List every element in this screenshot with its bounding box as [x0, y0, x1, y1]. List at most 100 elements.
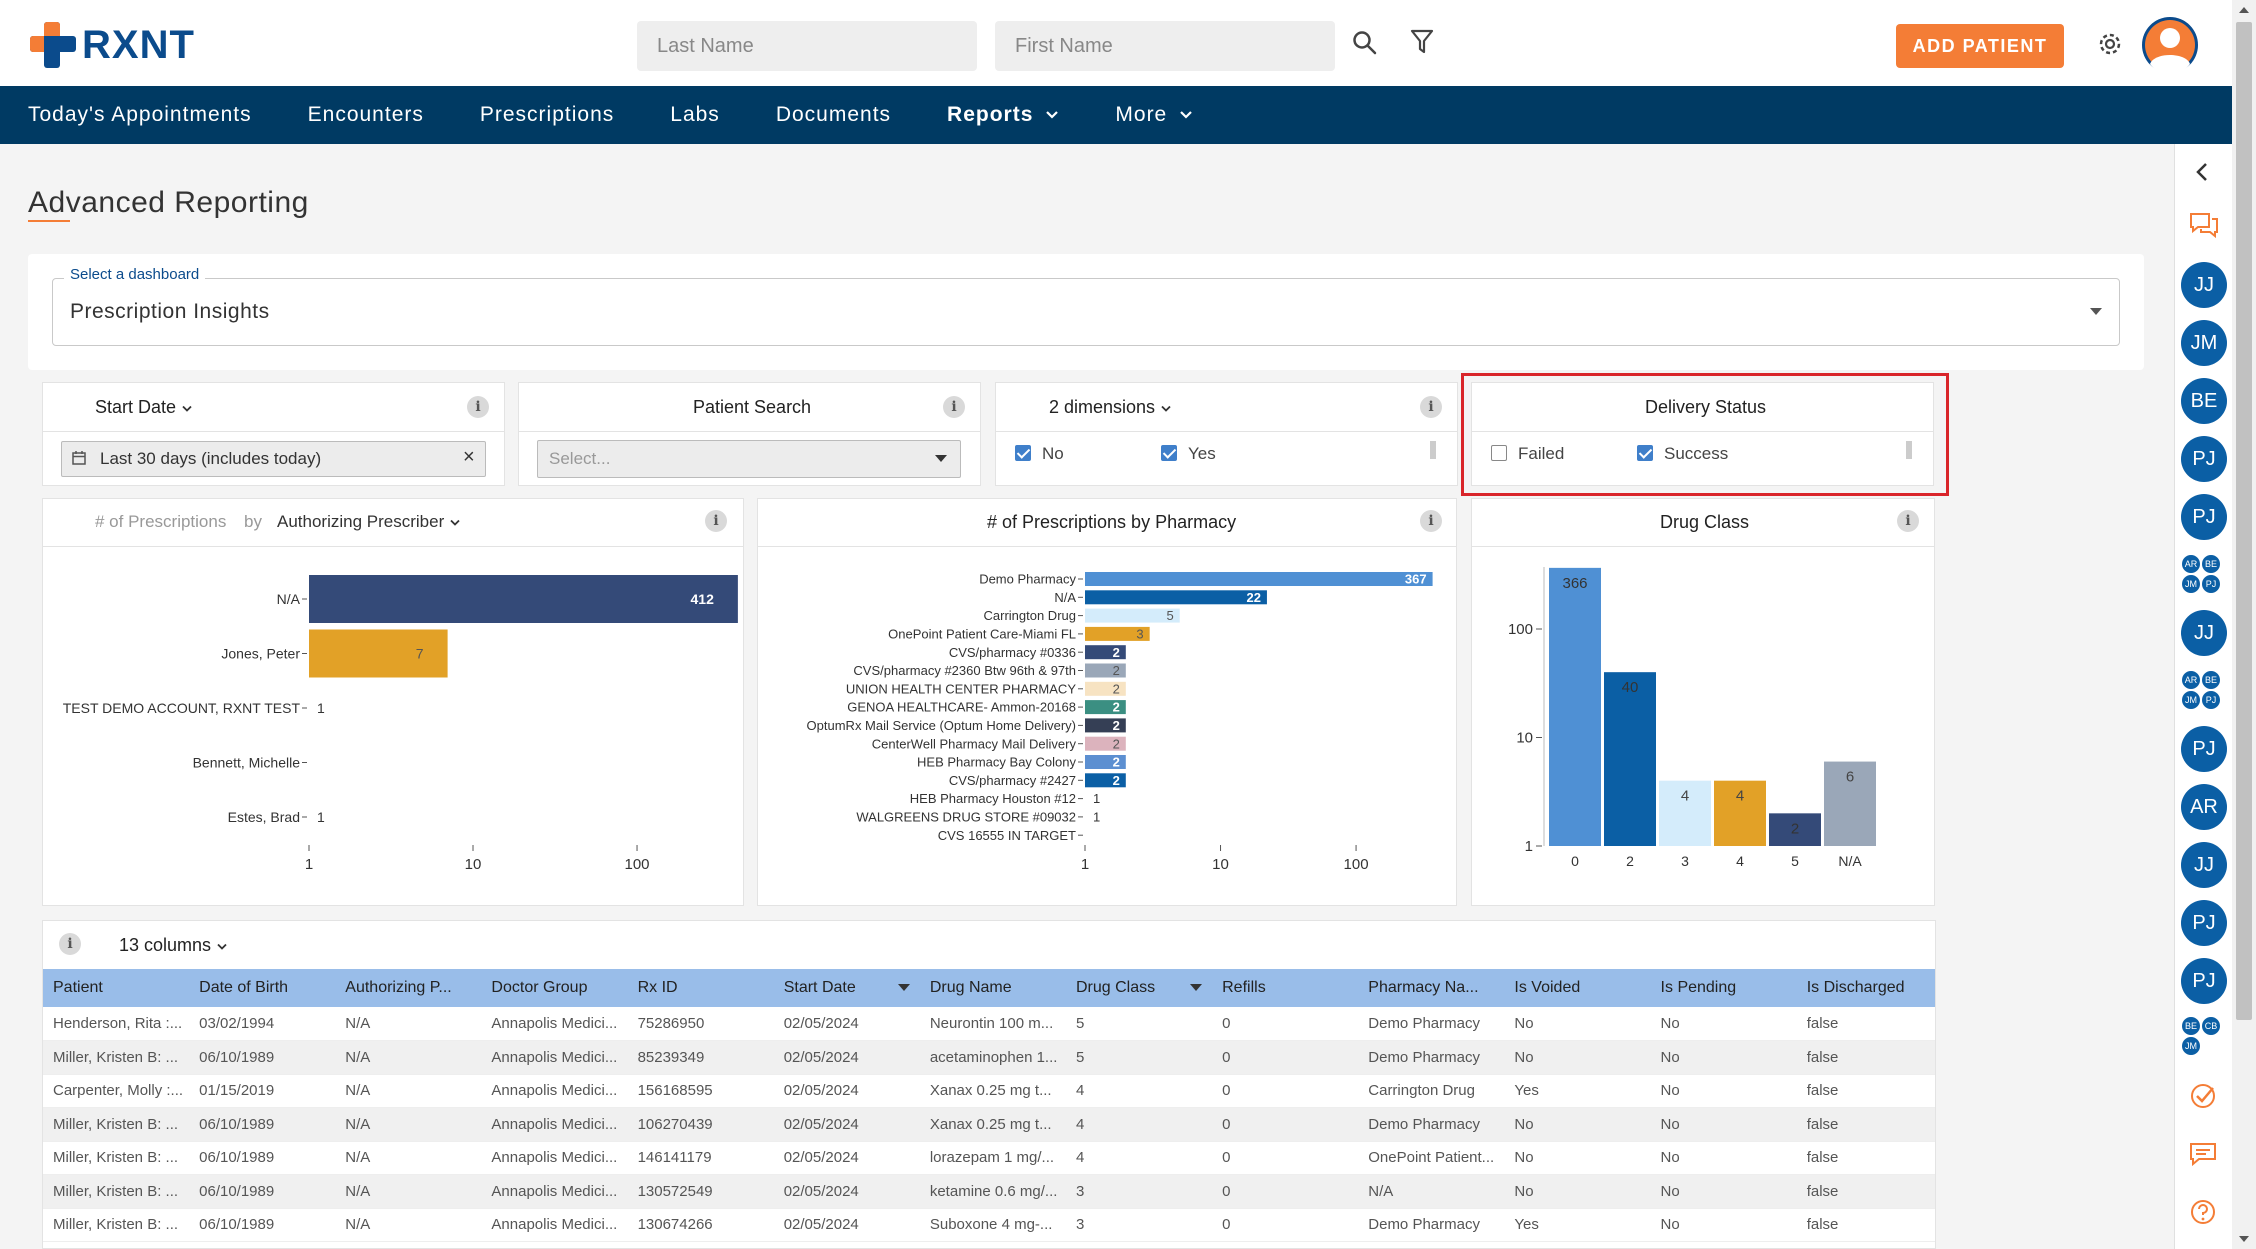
nav-more[interactable]: More: [1115, 103, 1193, 127]
checkbox-failed[interactable]: [1491, 445, 1507, 461]
help-icon[interactable]: [2189, 1198, 2217, 1226]
group-avatar[interactable]: CB: [2201, 1016, 2221, 1036]
group-avatar[interactable]: PJ: [2201, 574, 2221, 594]
patient-avatar[interactable]: JM: [2181, 320, 2227, 366]
patient-avatar[interactable]: BE: [2181, 378, 2227, 424]
dashboard-select[interactable]: [52, 278, 2120, 346]
info-icon[interactable]: i: [1420, 510, 1442, 532]
column-header[interactable]: Pharmacy Na...: [1358, 969, 1505, 1007]
group-avatar[interactable]: AR: [2181, 670, 2201, 690]
columns-dropdown[interactable]: 13 columns: [119, 935, 228, 956]
date-range-field[interactable]: [61, 441, 486, 477]
nav-prescriptions[interactable]: Prescriptions: [479, 103, 615, 126]
patient-avatar[interactable]: JJ: [2181, 610, 2227, 656]
scroll-down-icon[interactable]: [2238, 1235, 2250, 1243]
checkbox-success[interactable]: [1637, 445, 1653, 461]
patient-search-select[interactable]: [537, 440, 961, 478]
search-icon[interactable]: [1352, 30, 1378, 56]
column-header[interactable]: Rx ID: [627, 969, 774, 1007]
page-scrollbar-thumb[interactable]: [2236, 22, 2252, 1020]
column-header[interactable]: Is Voided: [1504, 969, 1651, 1007]
checkbox-yes[interactable]: [1161, 445, 1177, 461]
message-icon[interactable]: [2189, 1142, 2217, 1166]
table-row[interactable]: Miller, Kristen B: ... 06/10/1989 N/A Annap…: [43, 1107, 1935, 1142]
scroll-handle[interactable]: [1430, 441, 1436, 459]
nav-encounters[interactable]: Encounters: [307, 103, 424, 126]
info-icon[interactable]: i: [59, 933, 81, 955]
group-avatar[interactable]: AR: [2181, 554, 2201, 574]
table-row[interactable]: Miller, Kristen B: ... 06/10/1989 N/A Annap…: [43, 1208, 1935, 1242]
patient-avatar[interactable]: PJ: [2181, 436, 2227, 482]
table-row[interactable]: Miller, Kristen B: ... 06/10/1989 N/A Annap…: [43, 1141, 1935, 1175]
checkbox-no[interactable]: [1015, 445, 1031, 461]
chat-bubbles-icon[interactable]: [2189, 212, 2219, 240]
drug-class-bar-chart: 1 10 100 366 0 40 2 4 3 4 4 2 5 6 N/A: [1508, 567, 1876, 869]
sort-desc-icon[interactable]: [897, 984, 910, 992]
table-row[interactable]: Miller, Kristen B: ... 06/10/1989 N/A Annap…: [43, 1040, 1935, 1075]
patient-avatar[interactable]: PJ: [2181, 494, 2227, 540]
group-avatar[interactable]: BE: [2181, 1016, 2201, 1036]
group-avatar[interactable]: BE: [2201, 670, 2221, 690]
y-tick-label: Estes, Brad: [228, 809, 300, 825]
task-check-icon[interactable]: [2189, 1082, 2217, 1110]
column-header[interactable]: Refills: [1212, 969, 1359, 1007]
patient-avatar[interactable]: JJ: [2181, 842, 2227, 888]
nav-reports[interactable]: Reports: [947, 103, 1059, 127]
table-cell: Xanax 0.25 mg t...: [919, 1074, 1066, 1108]
clear-date-icon[interactable]: ×: [463, 446, 475, 468]
last-name-input[interactable]: [637, 21, 977, 71]
patient-avatar[interactable]: AR: [2181, 784, 2227, 830]
group-avatar[interactable]: BE: [2201, 554, 2221, 574]
add-patient-button[interactable]: ADD PATIENT: [1896, 24, 2064, 68]
table-cell: Demo Pharmacy: [1358, 1107, 1505, 1142]
first-name-input[interactable]: [995, 21, 1335, 71]
group-avatar[interactable]: JM: [2181, 1036, 2201, 1056]
nav-todays-appointments[interactable]: Today's Appointments: [28, 103, 252, 126]
dimensions-card: [995, 382, 1458, 486]
table-row[interactable]: Miller, Kristen B: ... 06/10/1989 N/A Annap…: [43, 1174, 1935, 1209]
patient-avatar[interactable]: PJ: [2181, 726, 2227, 772]
start-date-title[interactable]: Start Date: [95, 397, 193, 418]
patient-avatar[interactable]: PJ: [2181, 958, 2227, 1004]
info-icon[interactable]: i: [467, 396, 489, 418]
column-header[interactable]: Is Pending: [1650, 969, 1797, 1007]
column-header[interactable]: Date of Birth: [189, 969, 336, 1007]
bar: [1714, 780, 1766, 846]
gear-icon[interactable]: [2096, 30, 2124, 58]
column-header[interactable]: Authorizing P...: [335, 969, 482, 1007]
column-header[interactable]: Doctor Group: [481, 969, 628, 1007]
data-label: 22: [1246, 590, 1260, 605]
group-avatar[interactable]: JM: [2181, 690, 2201, 710]
scroll-up-icon[interactable]: [2238, 6, 2250, 14]
dimensions-title[interactable]: 2 dimensions: [1049, 397, 1172, 418]
x-tick-label: N/A: [1838, 853, 1862, 869]
user-avatar-icon[interactable]: [2141, 16, 2199, 74]
info-icon[interactable]: i: [1897, 510, 1919, 532]
column-header[interactable]: Is Discharged: [1796, 969, 1935, 1007]
info-icon[interactable]: i: [943, 396, 965, 418]
patient-avatar[interactable]: JJ: [2181, 262, 2227, 308]
chevron-left-icon[interactable]: [2195, 162, 2209, 182]
column-header[interactable]: Start Date: [773, 969, 920, 1007]
table-row[interactable]: Carpenter, Molly :... 01/15/2019 N/A Annapo…: [43, 1074, 1935, 1108]
nav-labs[interactable]: Labs: [670, 103, 720, 126]
group-by-dropdown[interactable]: Authorizing Prescriber: [277, 512, 461, 532]
column-header[interactable]: Drug Class: [1065, 969, 1213, 1007]
nav-documents[interactable]: Documents: [775, 103, 892, 126]
filter-icon[interactable]: [1410, 29, 1434, 55]
column-header[interactable]: Patient: [43, 969, 190, 1007]
table-row[interactable]: Henderson, Rita :... 03/02/1994 N/A Annapol…: [43, 1007, 1935, 1041]
rxnt-logo[interactable]: RXNT: [30, 20, 195, 70]
dropdown-arrow-icon[interactable]: [2089, 307, 2103, 317]
scroll-handle[interactable]: [1906, 441, 1912, 459]
info-icon[interactable]: i: [1420, 396, 1442, 418]
sort-desc-icon[interactable]: [1190, 984, 1203, 992]
group-avatar[interactable]: JM: [2181, 574, 2201, 594]
group-avatar[interactable]: PJ: [2201, 690, 2221, 710]
patient-avatar[interactable]: PJ: [2181, 900, 2227, 946]
table-cell: No: [1504, 1174, 1651, 1209]
table-cell: Annapolis Medici...: [481, 1074, 628, 1108]
column-header[interactable]: Drug Name: [919, 969, 1066, 1007]
table-cell: N/A: [335, 1107, 482, 1142]
info-icon[interactable]: i: [705, 510, 727, 532]
